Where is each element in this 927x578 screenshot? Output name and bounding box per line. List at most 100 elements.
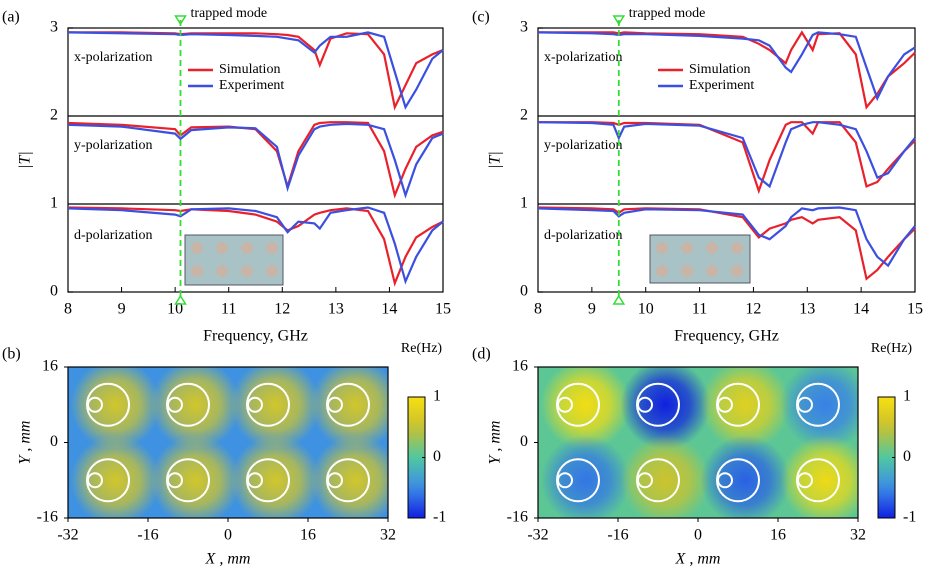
series-line [67, 31, 444, 110]
photo-resonator [656, 242, 668, 254]
photo-resonator [266, 265, 278, 277]
y-axis-label: |T| [487, 151, 504, 169]
photo-resonator [241, 242, 253, 254]
marker-triangle [174, 294, 187, 305]
series-line [67, 121, 444, 199]
photo-resonator [681, 265, 693, 277]
resonator-core [717, 472, 733, 489]
x-tick-label: 14 [381, 301, 397, 318]
photo-resonator [191, 242, 203, 254]
x-tick-label: 8 [64, 301, 72, 318]
field-spot [70, 367, 161, 450]
x-tick-label: 15 [435, 301, 451, 318]
photo-resonator [656, 265, 668, 277]
resonator-core [557, 396, 573, 413]
x-tick-label: -16 [607, 527, 628, 544]
colorbar-tick-label: 0 [433, 448, 441, 465]
polarization-label: d-polarization [544, 228, 623, 243]
legend-label: Experiment [219, 78, 284, 93]
colorbar-tick-label: -1 [903, 509, 916, 526]
y-tick-label: 3 [520, 19, 528, 36]
resonator-core [247, 396, 263, 413]
polarization-label: d-polarization [74, 228, 153, 243]
x-axis-label: Frequency, GHz [674, 328, 779, 345]
x-axis-label: Frequency, GHz [203, 328, 308, 345]
y-tick-label: -16 [37, 509, 58, 526]
colorbar-label: Re(Hz) [871, 341, 913, 356]
resonator-core [637, 396, 653, 413]
field-spot [620, 435, 711, 518]
polarization-label: x-polarization [544, 50, 623, 65]
field-spot [310, 367, 388, 450]
x-tick-label: 10 [638, 301, 654, 318]
x-tick-label: 13 [799, 301, 815, 318]
y-tick-label: 0 [520, 433, 528, 450]
series-line [537, 121, 916, 189]
field-spot [620, 367, 711, 450]
plot-frame [537, 27, 916, 293]
resonator-core [167, 396, 183, 413]
panel-label: (d) [472, 346, 491, 363]
y-tick-label: 2 [50, 107, 58, 124]
photo-resonator [706, 242, 718, 254]
y-tick-label: 3 [50, 19, 58, 36]
x-tick-label: 8 [534, 301, 542, 318]
trapped-mode-label: trapped mode [191, 6, 268, 21]
x-tick-label: -32 [57, 527, 78, 544]
panel-label: (a) [2, 9, 20, 26]
x-tick-label: 32 [850, 527, 866, 544]
field-spot [150, 367, 241, 450]
y-tick-label: 0 [50, 433, 58, 450]
y-tick-label: 0 [50, 283, 58, 300]
marker-triangle [174, 15, 187, 26]
x-tick-label: -16 [137, 527, 158, 544]
x-tick-label: -32 [527, 527, 548, 544]
photo-resonator [706, 265, 718, 277]
y-axis-label: Y , mm [17, 420, 34, 464]
series-line [67, 206, 444, 285]
field-spot [230, 435, 321, 518]
resonator-core [797, 472, 813, 489]
photo-resonator [266, 242, 278, 254]
series-line [538, 30, 916, 110]
x-axis-label: X , mm [675, 551, 721, 568]
x-tick-label: 11 [221, 301, 236, 318]
field-spot [70, 435, 161, 518]
resonator-core [167, 472, 183, 489]
x-tick-label: 13 [328, 301, 344, 318]
x-axis-label: X , mm [205, 551, 251, 568]
plot-frame [67, 27, 444, 293]
y-tick-label: 1 [50, 195, 58, 212]
polarization-label: x-polarization [74, 50, 153, 65]
legend-label: Simulation [219, 62, 280, 77]
field-spot [780, 367, 858, 450]
photo-resonator [191, 265, 203, 277]
polarization-label: y-polarization [74, 138, 153, 153]
field-map [538, 367, 858, 518]
series-line [537, 206, 916, 268]
colorbar-tick-label: 0 [903, 448, 911, 465]
field-spot [700, 435, 791, 518]
resonator-core [87, 472, 103, 489]
colorbar-tick-label: 1 [433, 388, 441, 405]
photo-resonator [731, 265, 743, 277]
marker-triangle [612, 15, 626, 26]
photo-resonator [681, 242, 693, 254]
resonator-core [327, 472, 343, 489]
field-spot [780, 435, 858, 518]
x-tick-label: 12 [274, 301, 290, 318]
x-tick-label: 12 [745, 301, 761, 318]
resonator-core [557, 472, 573, 489]
series-line [537, 31, 916, 102]
y-tick-label: -16 [507, 509, 528, 526]
x-tick-label: 0 [224, 527, 232, 544]
x-tick-label: 32 [380, 527, 396, 544]
resonator-core [717, 396, 733, 413]
photo-resonator [241, 265, 253, 277]
x-tick-label: 14 [853, 301, 869, 318]
field-spot [540, 367, 631, 450]
field-map [68, 367, 388, 518]
y-tick-label: 2 [520, 107, 528, 124]
legend-label: Experiment [689, 78, 754, 93]
colorbar-tick-label: 1 [903, 388, 911, 405]
